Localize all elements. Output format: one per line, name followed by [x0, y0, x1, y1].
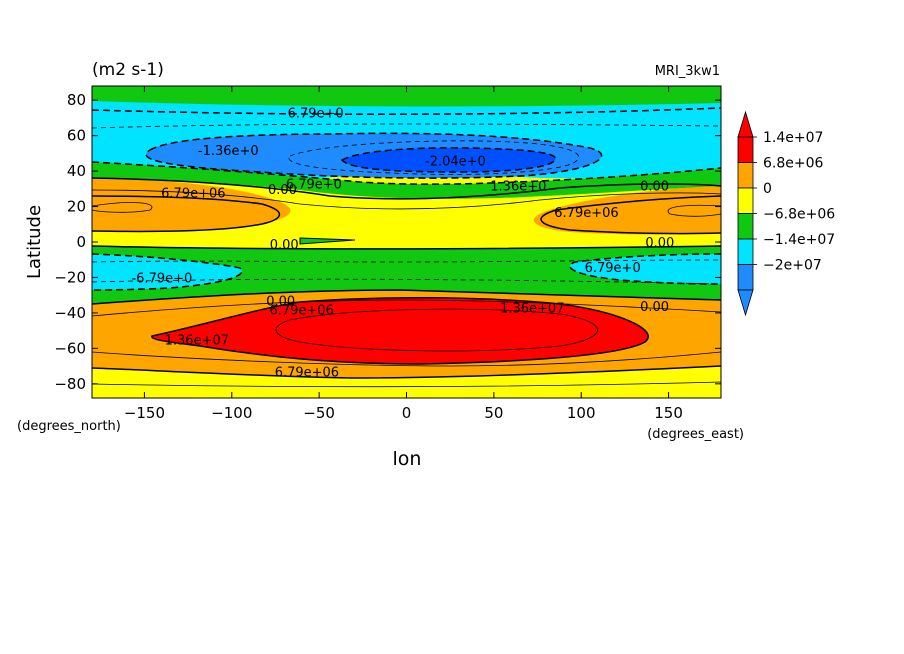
contour-line: [145, 132, 603, 179]
contour-label: 0.00: [270, 238, 299, 253]
colorbar-top-arrow: [737, 110, 754, 138]
units-label: (m2 s-1): [92, 60, 164, 80]
colorbar-segment: [737, 264, 754, 291]
south-red-cell: [151, 297, 649, 364]
contour-line: [151, 296, 649, 365]
contour-line: [92, 123, 721, 129]
contour-line: [92, 253, 243, 291]
contour-label: 6.79e+06: [269, 303, 333, 318]
contour-line: [92, 381, 721, 388]
colorbar-bottom-arrow: [737, 289, 754, 317]
x-tick-label: 100: [567, 404, 596, 422]
contour-label: 6.79e+0: [585, 261, 641, 276]
contour-label: 0.00: [645, 236, 674, 251]
contour-label: 6.79e+0: [288, 107, 344, 122]
colorbar-label: 6.8e+06: [763, 156, 824, 172]
colorbar-segment: [737, 187, 754, 214]
y-tick-label: 0: [76, 233, 86, 251]
contour-line: [288, 140, 580, 175]
x-tick-label: −150: [124, 404, 165, 422]
x-tick-label: 50: [484, 404, 503, 422]
contour-label: -6.79e+0: [131, 271, 192, 286]
south-green-band: [92, 246, 721, 304]
colorbar-label: −6.8e+06: [763, 207, 835, 223]
north-dark-blue-core: [342, 147, 556, 172]
colorbar-label: 1.4e+07: [763, 130, 823, 146]
y-tick-label: 20: [67, 198, 86, 216]
contour-line: [569, 253, 721, 285]
colorbar: 1.4e+07 6.8e+06 0 −6.8e+06 −1.4e+07 −2e+07: [737, 110, 835, 317]
colorbar-label: −2e+07: [763, 258, 822, 274]
contour-label: 6.79e+0: [286, 178, 342, 193]
contour-line: [275, 308, 598, 352]
y-units-label: (degrees_north): [17, 419, 121, 434]
contour-line: [92, 161, 721, 185]
contour-labels: 6.79e+0-1.36e+0-2.04e+06.79e+06 0.006.79e…: [131, 107, 674, 381]
x-axis: −150 −100 −50 0 50 100 150: [124, 86, 683, 422]
contour-lines: [92, 107, 721, 388]
contour-label: 0.00: [640, 300, 669, 315]
contour-label: 6.79e+06: [554, 206, 618, 221]
y-tick-label: 60: [67, 127, 86, 145]
contour-label: -2.04e+0: [425, 154, 486, 169]
contour-label: 6.79e+06: [161, 186, 225, 201]
x-axis-title: lon: [393, 448, 422, 470]
contour-line: [92, 278, 721, 285]
colorbar-segment: [737, 238, 754, 265]
contour-line: [92, 245, 721, 250]
contour-line: [92, 177, 721, 200]
colorbar-label: −1.4e+07: [763, 232, 835, 248]
contour-label: 0.00: [640, 179, 669, 194]
colorbar-label: 0: [763, 181, 772, 197]
contour-label: 1.36e+0: [490, 179, 546, 194]
contour-line: [667, 204, 721, 217]
contour-line: [299, 237, 356, 245]
contour-label: 1.36e+07: [165, 334, 229, 349]
contour-line: [340, 147, 556, 173]
x-tick-label: 0: [402, 404, 412, 422]
contour-label: -1.36e+0: [198, 144, 259, 159]
south-cyan-east: [570, 254, 721, 284]
contour-line: [92, 289, 721, 305]
north-green-band: [92, 86, 721, 110]
contour-line: [92, 351, 721, 367]
x-tick-label: 150: [654, 404, 683, 422]
contour-line: [92, 195, 280, 233]
x-units-label: (degrees_east): [647, 427, 744, 442]
y-tick-label: 80: [67, 91, 86, 109]
contour-line: [92, 299, 721, 317]
colorbar-segment: [737, 136, 754, 163]
contour-line: [92, 365, 721, 379]
x-tick-label: −50: [303, 404, 335, 422]
north-orange-west: [92, 178, 291, 232]
y-tick-label: −60: [54, 339, 86, 357]
contour-line: [92, 107, 721, 116]
y-axis: 80 60 40 20 0 −20 −40 −60 −80: [54, 91, 721, 393]
colorbar-segment: [737, 213, 754, 240]
contour-fills: [92, 86, 721, 398]
x-tick-label: −100: [211, 404, 252, 422]
contour-label: 6.79e+06: [275, 365, 339, 380]
y-tick-label: −40: [54, 304, 86, 322]
north-green-mid: [92, 162, 721, 199]
contour-label: 0.00: [268, 183, 297, 198]
colorbar-segment: [737, 162, 754, 189]
y-tick-label: −20: [54, 268, 86, 286]
contour-line: [540, 195, 721, 235]
y-tick-label: 40: [67, 162, 86, 180]
contour-line: [92, 189, 721, 210]
y-tick-label: −80: [54, 375, 86, 393]
contour-line: [92, 202, 153, 213]
model-label: MRI_3kw1: [655, 64, 720, 79]
contour-label: 1.36e+07: [500, 302, 564, 317]
y-axis-title: Latitude: [24, 205, 45, 279]
contour-label: 0.00: [266, 295, 295, 310]
